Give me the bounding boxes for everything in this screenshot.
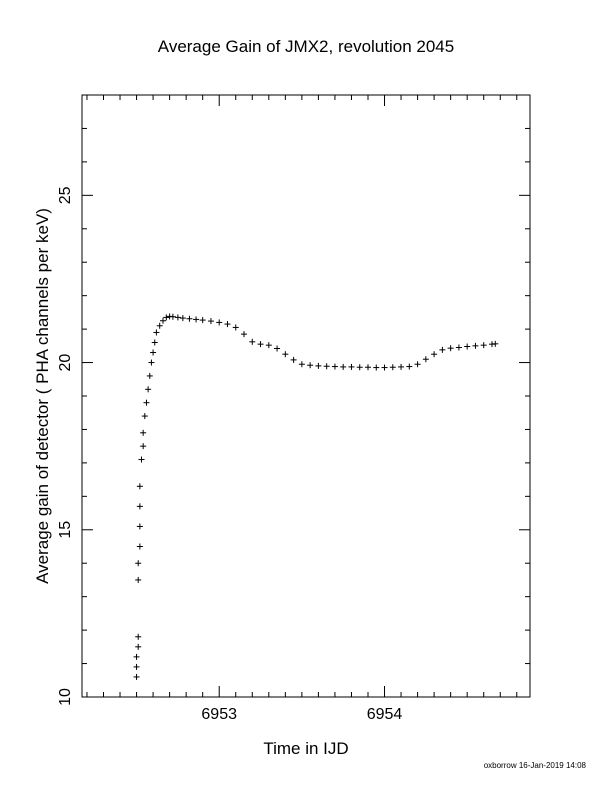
data-points: [133, 313, 499, 680]
data-point: [307, 362, 314, 369]
data-point: [364, 364, 371, 371]
data-point: [373, 364, 380, 371]
data-point: [133, 663, 140, 670]
data-point: [274, 345, 281, 352]
data-point: [143, 399, 150, 406]
data-point: [447, 345, 454, 352]
data-point: [356, 364, 363, 371]
data-point: [148, 359, 155, 366]
data-point: [323, 363, 330, 370]
data-point: [135, 633, 142, 640]
data-point: [331, 363, 338, 370]
data-point: [241, 331, 248, 338]
data-point: [406, 363, 413, 370]
data-point: [298, 361, 305, 368]
data-point: [422, 356, 429, 363]
plot-frame: [81, 94, 531, 698]
data-point: [160, 317, 167, 324]
data-point: [141, 413, 148, 420]
data-point: [133, 673, 140, 680]
data-point: [257, 341, 264, 348]
y-tick-label: 15: [57, 521, 74, 539]
data-point: [169, 313, 176, 320]
data-point: [232, 324, 239, 331]
y-tick-label: 20: [57, 354, 74, 372]
data-point: [282, 351, 289, 358]
data-point: [133, 653, 140, 660]
data-point: [138, 456, 145, 463]
data-point: [224, 321, 231, 328]
data-point: [480, 342, 487, 349]
data-point: [265, 342, 272, 349]
data-point: [136, 483, 143, 490]
y-tick-label: 10: [57, 688, 74, 706]
data-point: [186, 315, 193, 322]
data-point: [216, 319, 223, 326]
data-point: [315, 362, 322, 369]
x-tick-label: 6953: [201, 706, 237, 723]
data-point: [207, 318, 214, 325]
data-point: [455, 344, 462, 351]
data-point: [136, 523, 143, 530]
footer-credit: oxborrow 16-Jan-2019 14:08: [484, 761, 587, 770]
data-point: [348, 363, 355, 370]
data-point: [146, 372, 153, 379]
data-point: [150, 349, 157, 356]
data-point: [290, 356, 297, 363]
data-point: [340, 363, 347, 370]
data-point: [136, 503, 143, 510]
axis-tick-labels: 6953 6954 10 15 20 25: [57, 186, 402, 723]
data-point: [439, 346, 446, 353]
data-point: [153, 329, 160, 336]
data-point: [145, 386, 152, 393]
data-point: [472, 342, 479, 349]
data-point: [135, 576, 142, 583]
data-point: [151, 339, 158, 346]
y-tick-label: 25: [57, 186, 74, 204]
data-point: [163, 314, 170, 321]
x-tick-label: 6954: [367, 706, 403, 723]
x-axis-label: Time in IJD: [263, 739, 348, 758]
data-point: [414, 361, 421, 368]
data-point: [135, 643, 142, 650]
chart-title: Average Gain of JMX2, revolution 2045: [158, 37, 454, 56]
y-axis-label: Average gain of detector ( PHA channels …: [33, 208, 52, 584]
data-point: [140, 443, 147, 450]
data-point: [464, 343, 471, 350]
data-point: [492, 340, 499, 347]
data-point: [179, 315, 186, 322]
axis-ticks: [82, 94, 530, 698]
data-point: [381, 364, 388, 371]
data-point: [135, 560, 142, 567]
data-point: [249, 338, 256, 345]
data-point: [199, 317, 206, 324]
data-point: [136, 543, 143, 550]
data-point: [140, 429, 147, 436]
data-point: [389, 364, 396, 371]
data-point: [398, 363, 405, 370]
data-point: [156, 322, 163, 329]
data-point: [174, 314, 181, 321]
data-point: [431, 351, 438, 358]
data-point: [193, 316, 200, 323]
